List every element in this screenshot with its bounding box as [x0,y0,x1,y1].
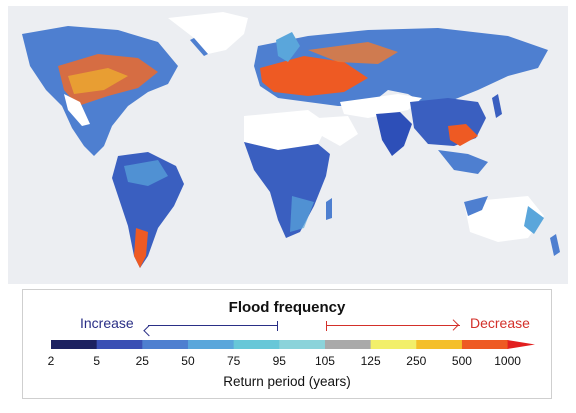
color-scale-bar [51,340,535,349]
legend-title: Flood frequency [228,299,346,316]
tick-label: 25 [135,354,149,368]
tick-label: 1000 [494,354,521,368]
africa [244,142,330,238]
color-segment [370,340,417,349]
scandinavia [276,32,300,62]
africa-south-mix [290,196,314,232]
central-asia-nodata [340,94,422,118]
japan [492,94,502,118]
color-segment [461,340,509,349]
europe-decrease [260,56,368,96]
increase-arrow [148,321,278,331]
color-segment [96,340,143,349]
tick-label: 5 [93,354,100,368]
legend-panel: Flood frequency Increase Decrease 2 5 25 50… [22,289,552,399]
tick-label: 105 [314,354,335,368]
tick-label: 50 [181,354,195,368]
patagonia-decrease [134,228,148,268]
tick-label: 75 [226,354,241,368]
tick-label: 500 [451,354,472,368]
australia-edge [464,196,488,216]
color-segment [51,340,98,349]
north-america-hot [68,68,128,94]
color-segment [187,340,235,349]
tick-label: 250 [406,354,427,368]
decrease-arrow [326,321,460,331]
increase-label: Increase [80,315,134,331]
madagascar [326,198,332,220]
color-segment [324,340,372,349]
sahara-nodata [244,110,328,150]
axis-title: Return period (years) [223,374,351,389]
greenland-edge [190,38,208,56]
world-map [8,6,568,284]
color-segment [279,340,326,349]
new-zealand [550,234,560,256]
australia-nodata [464,196,544,242]
east-asia-decrease [448,124,478,146]
arabia-nodata [318,116,358,146]
india [376,112,412,156]
color-segment [142,340,189,349]
russia-decrease [308,42,398,64]
mexico-nodata [64,94,90,126]
se-asia [438,150,488,174]
color-segment [416,340,463,349]
tick-label: 95 [272,354,286,368]
world-map-svg [22,12,560,268]
color-segment [233,340,280,349]
australia-east [524,206,544,234]
greenland [168,12,248,54]
tick-label: 125 [360,354,381,368]
east-asia [410,98,486,146]
tick-label: 2 [47,354,55,368]
color-bar-arrow-tip [507,340,535,349]
south-america-lightblue [124,160,168,186]
decrease-label: Decrease [470,315,530,331]
